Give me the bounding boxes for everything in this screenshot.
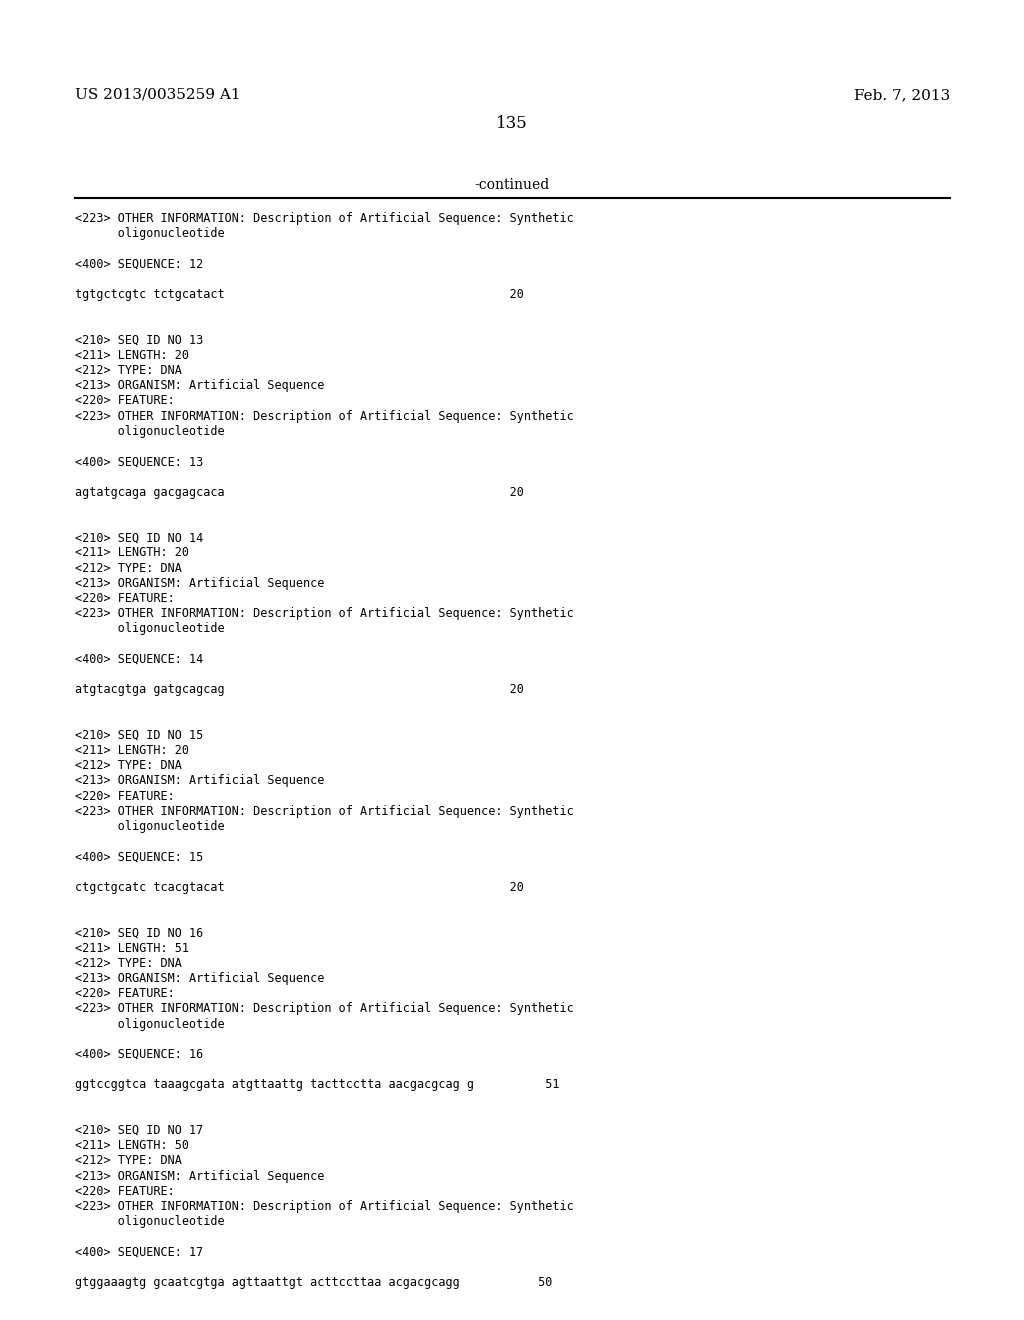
Text: <213> ORGANISM: Artificial Sequence: <213> ORGANISM: Artificial Sequence bbox=[75, 379, 325, 392]
Text: <212> TYPE: DNA: <212> TYPE: DNA bbox=[75, 957, 182, 970]
Text: Feb. 7, 2013: Feb. 7, 2013 bbox=[854, 88, 950, 102]
Text: -continued: -continued bbox=[474, 178, 550, 191]
Text: <213> ORGANISM: Artificial Sequence: <213> ORGANISM: Artificial Sequence bbox=[75, 577, 325, 590]
Text: <212> TYPE: DNA: <212> TYPE: DNA bbox=[75, 364, 182, 378]
Text: <211> LENGTH: 20: <211> LENGTH: 20 bbox=[75, 546, 189, 560]
Text: <223> OTHER INFORMATION: Description of Artificial Sequence: Synthetic: <223> OTHER INFORMATION: Description of … bbox=[75, 213, 573, 224]
Text: <223> OTHER INFORMATION: Description of Artificial Sequence: Synthetic: <223> OTHER INFORMATION: Description of … bbox=[75, 1200, 573, 1213]
Text: <223> OTHER INFORMATION: Description of Artificial Sequence: Synthetic: <223> OTHER INFORMATION: Description of … bbox=[75, 805, 573, 818]
Text: <220> FEATURE:: <220> FEATURE: bbox=[75, 591, 175, 605]
Text: <400> SEQUENCE: 14: <400> SEQUENCE: 14 bbox=[75, 653, 203, 665]
Text: <400> SEQUENCE: 16: <400> SEQUENCE: 16 bbox=[75, 1048, 203, 1061]
Text: <213> ORGANISM: Artificial Sequence: <213> ORGANISM: Artificial Sequence bbox=[75, 775, 325, 788]
Text: oligonucleotide: oligonucleotide bbox=[75, 425, 224, 438]
Text: <210> SEQ ID NO 15: <210> SEQ ID NO 15 bbox=[75, 729, 203, 742]
Text: <212> TYPE: DNA: <212> TYPE: DNA bbox=[75, 561, 182, 574]
Text: <210> SEQ ID NO 13: <210> SEQ ID NO 13 bbox=[75, 334, 203, 347]
Text: <211> LENGTH: 50: <211> LENGTH: 50 bbox=[75, 1139, 189, 1152]
Text: <212> TYPE: DNA: <212> TYPE: DNA bbox=[75, 759, 182, 772]
Text: <211> LENGTH: 51: <211> LENGTH: 51 bbox=[75, 941, 189, 954]
Text: <212> TYPE: DNA: <212> TYPE: DNA bbox=[75, 1155, 182, 1167]
Text: <223> OTHER INFORMATION: Description of Artificial Sequence: Synthetic: <223> OTHER INFORMATION: Description of … bbox=[75, 1002, 573, 1015]
Text: ctgctgcatc tcacgtacat                                        20: ctgctgcatc tcacgtacat 20 bbox=[75, 880, 524, 894]
Text: <210> SEQ ID NO 14: <210> SEQ ID NO 14 bbox=[75, 531, 203, 544]
Text: <213> ORGANISM: Artificial Sequence: <213> ORGANISM: Artificial Sequence bbox=[75, 1170, 325, 1183]
Text: <400> SEQUENCE: 12: <400> SEQUENCE: 12 bbox=[75, 257, 203, 271]
Text: <211> LENGTH: 20: <211> LENGTH: 20 bbox=[75, 348, 189, 362]
Text: <210> SEQ ID NO 17: <210> SEQ ID NO 17 bbox=[75, 1125, 203, 1137]
Text: <220> FEATURE:: <220> FEATURE: bbox=[75, 789, 175, 803]
Text: <223> OTHER INFORMATION: Description of Artificial Sequence: Synthetic: <223> OTHER INFORMATION: Description of … bbox=[75, 409, 573, 422]
Text: ggtccggtca taaagcgata atgttaattg tacttcctta aacgacgcag g          51: ggtccggtca taaagcgata atgttaattg tacttcc… bbox=[75, 1078, 559, 1092]
Text: <400> SEQUENCE: 17: <400> SEQUENCE: 17 bbox=[75, 1246, 203, 1258]
Text: <220> FEATURE:: <220> FEATURE: bbox=[75, 395, 175, 408]
Text: oligonucleotide: oligonucleotide bbox=[75, 623, 224, 635]
Text: <211> LENGTH: 20: <211> LENGTH: 20 bbox=[75, 744, 189, 756]
Text: US 2013/0035259 A1: US 2013/0035259 A1 bbox=[75, 88, 241, 102]
Text: <210> SEQ ID NO 16: <210> SEQ ID NO 16 bbox=[75, 927, 203, 940]
Text: <400> SEQUENCE: 15: <400> SEQUENCE: 15 bbox=[75, 850, 203, 863]
Text: oligonucleotide: oligonucleotide bbox=[75, 820, 224, 833]
Text: agtatgcaga gacgagcaca                                        20: agtatgcaga gacgagcaca 20 bbox=[75, 486, 524, 499]
Text: 135: 135 bbox=[496, 115, 528, 132]
Text: atgtacgtga gatgcagcag                                        20: atgtacgtga gatgcagcag 20 bbox=[75, 684, 524, 696]
Text: <220> FEATURE:: <220> FEATURE: bbox=[75, 987, 175, 1001]
Text: oligonucleotide: oligonucleotide bbox=[75, 227, 224, 240]
Text: oligonucleotide: oligonucleotide bbox=[75, 1216, 224, 1228]
Text: <400> SEQUENCE: 13: <400> SEQUENCE: 13 bbox=[75, 455, 203, 469]
Text: <220> FEATURE:: <220> FEATURE: bbox=[75, 1185, 175, 1197]
Text: gtggaaagtg gcaatcgtga agttaattgt acttccttaa acgacgcagg           50: gtggaaagtg gcaatcgtga agttaattgt acttcct… bbox=[75, 1276, 552, 1290]
Text: <223> OTHER INFORMATION: Description of Artificial Sequence: Synthetic: <223> OTHER INFORMATION: Description of … bbox=[75, 607, 573, 620]
Text: <213> ORGANISM: Artificial Sequence: <213> ORGANISM: Artificial Sequence bbox=[75, 972, 325, 985]
Text: tgtgctcgtc tctgcatact                                        20: tgtgctcgtc tctgcatact 20 bbox=[75, 288, 524, 301]
Text: oligonucleotide: oligonucleotide bbox=[75, 1018, 224, 1031]
